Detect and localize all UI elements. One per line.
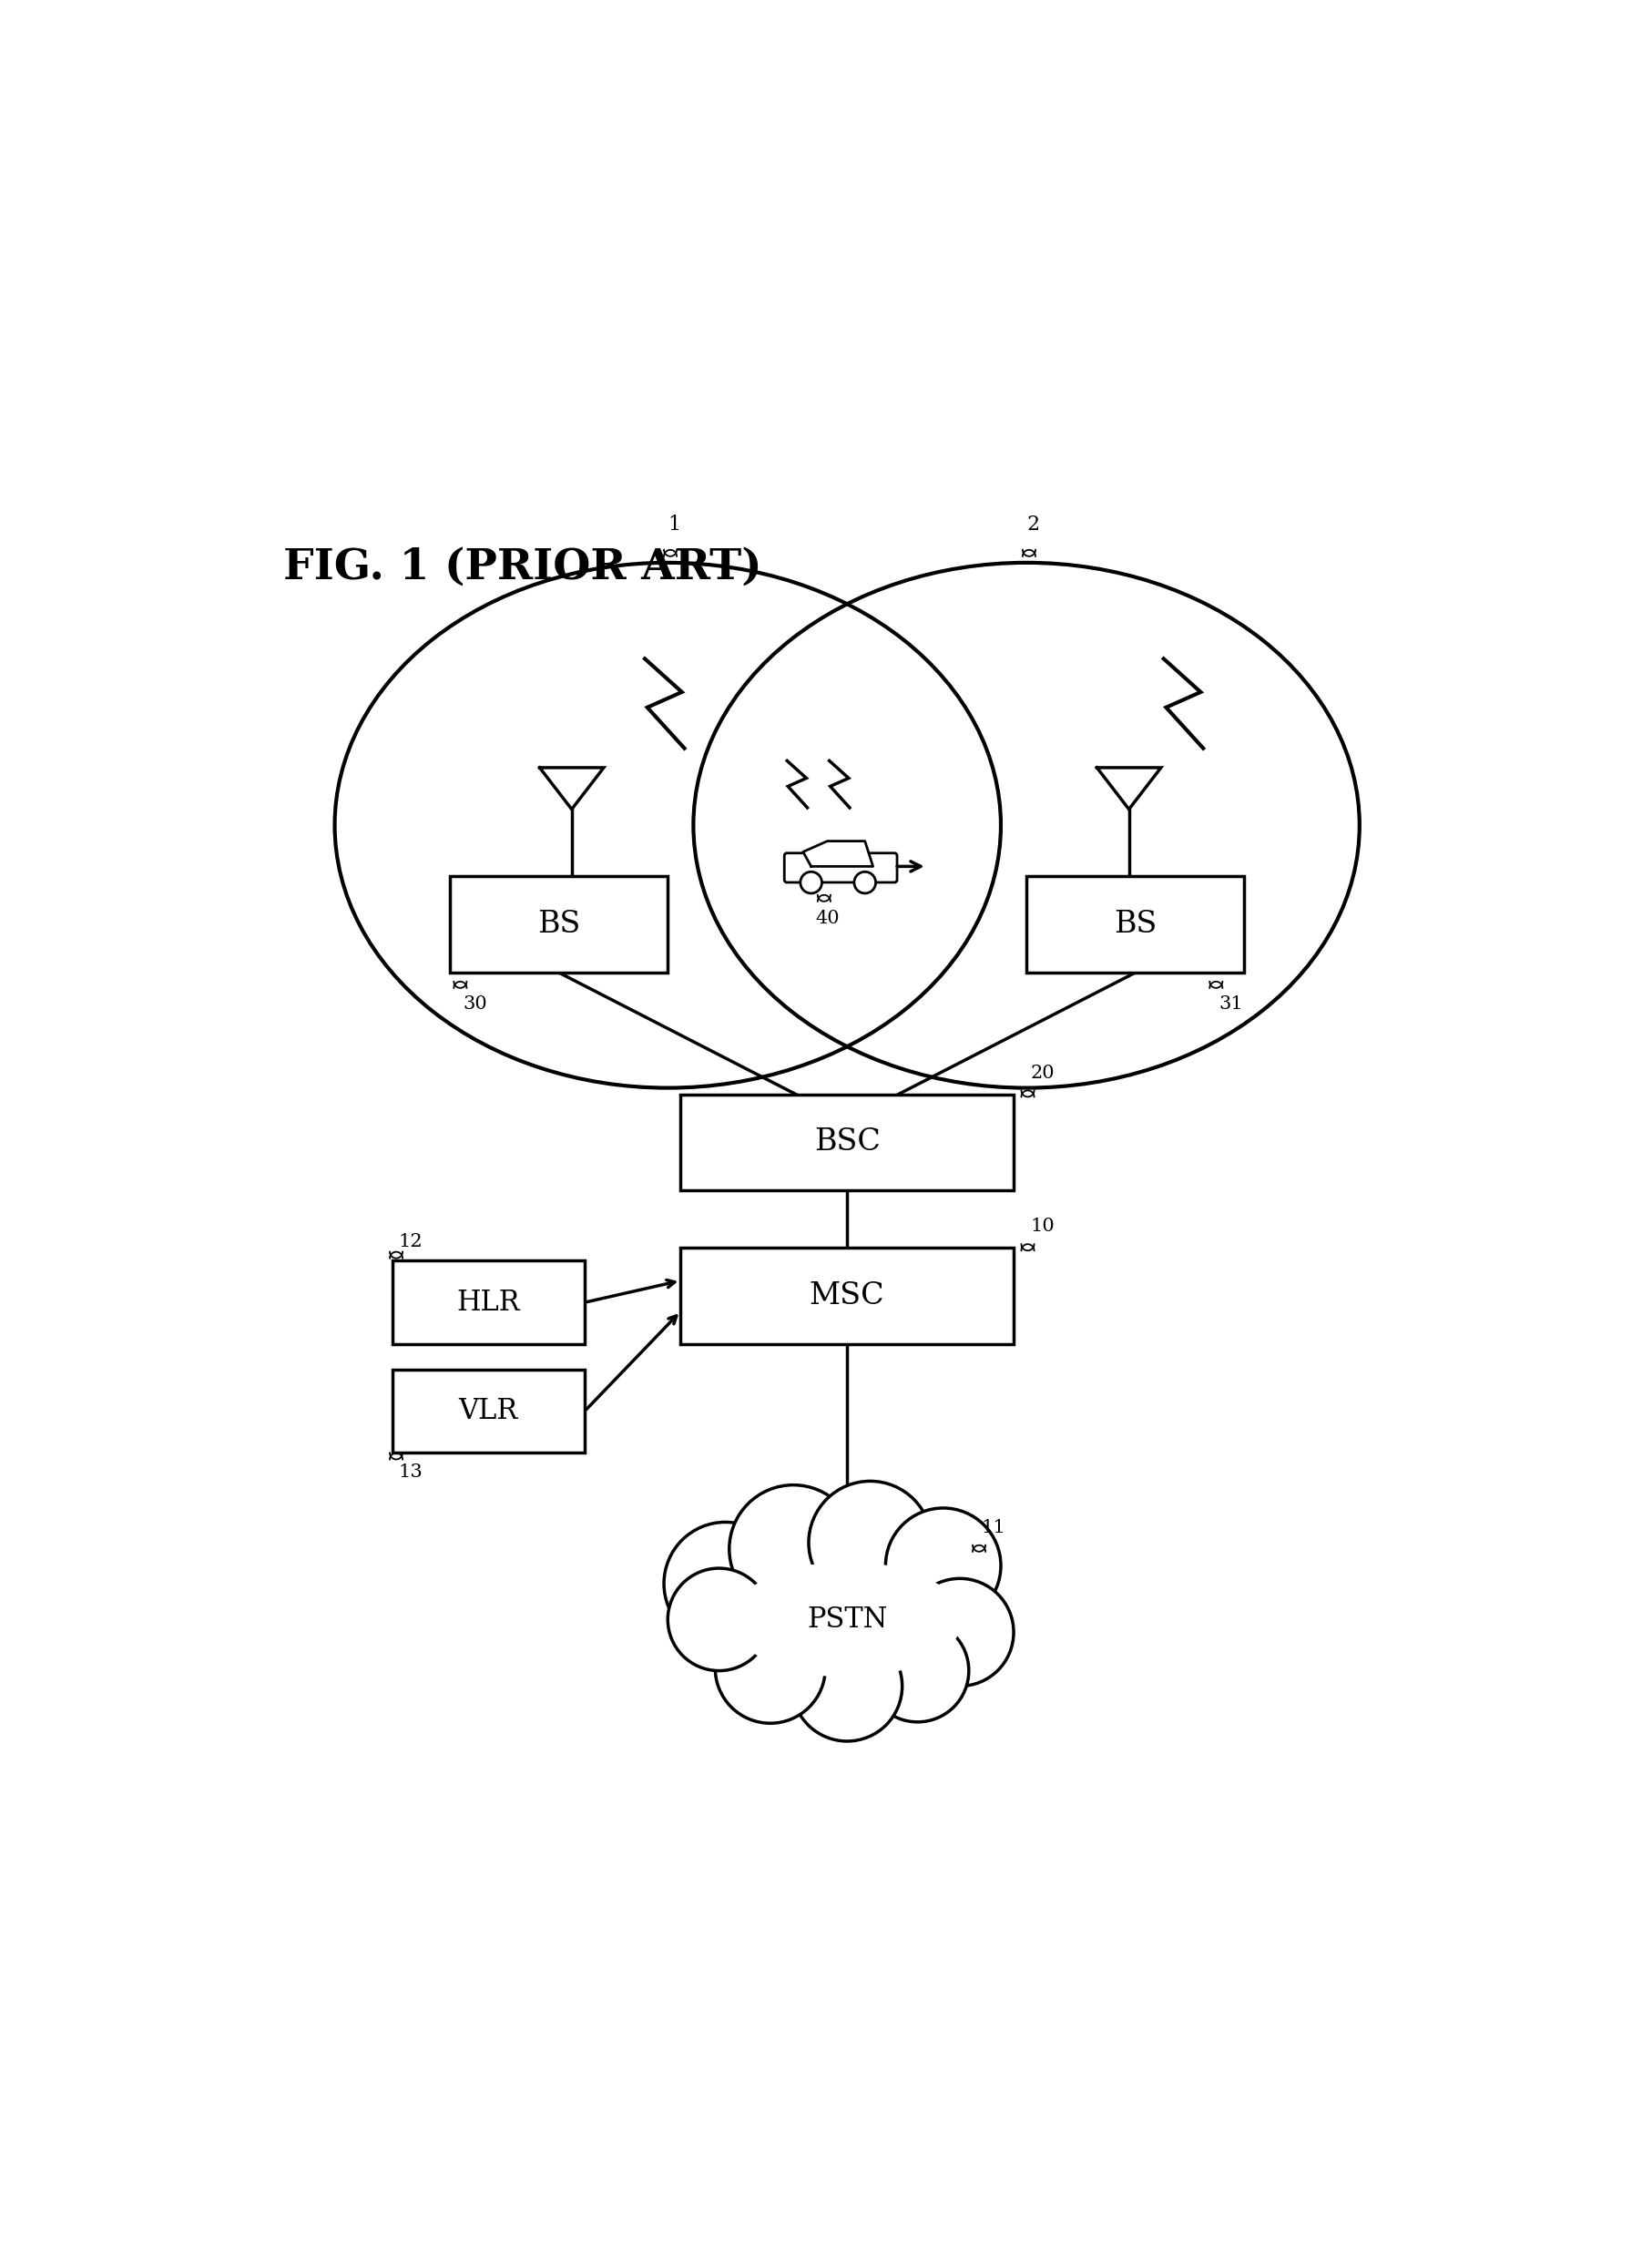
Text: 13: 13	[398, 1462, 423, 1480]
Text: 10: 10	[1029, 1218, 1054, 1236]
Text: 30: 30	[463, 996, 487, 1014]
Circle shape	[808, 1480, 932, 1604]
Ellipse shape	[334, 563, 999, 1088]
Circle shape	[854, 873, 876, 893]
Text: 2: 2	[1026, 514, 1039, 534]
Ellipse shape	[705, 1536, 988, 1702]
Circle shape	[729, 1485, 857, 1613]
Text: VLR: VLR	[459, 1397, 517, 1427]
Ellipse shape	[732, 1561, 961, 1678]
Text: PSTN: PSTN	[806, 1606, 887, 1633]
Polygon shape	[1097, 767, 1160, 810]
Circle shape	[667, 1568, 770, 1671]
Circle shape	[664, 1523, 786, 1644]
Circle shape	[885, 1507, 999, 1624]
Text: FIG. 1 (PRIOR ART): FIG. 1 (PRIOR ART)	[284, 545, 762, 588]
Bar	[392, 1370, 585, 1453]
Circle shape	[715, 1613, 824, 1723]
Text: HLR: HLR	[456, 1287, 520, 1317]
Text: 11: 11	[981, 1519, 1006, 1536]
Text: 40: 40	[816, 908, 839, 926]
Bar	[681, 1247, 1013, 1344]
Text: 12: 12	[398, 1234, 423, 1252]
Polygon shape	[803, 841, 872, 866]
Text: 20: 20	[1029, 1063, 1054, 1081]
Bar	[392, 1261, 585, 1344]
Text: BSC: BSC	[813, 1128, 881, 1157]
Bar	[449, 877, 667, 973]
Circle shape	[905, 1579, 1013, 1687]
Text: 31: 31	[1218, 996, 1242, 1014]
Polygon shape	[539, 767, 603, 810]
Text: MSC: MSC	[809, 1281, 884, 1310]
Text: BS: BS	[537, 911, 580, 940]
Circle shape	[866, 1619, 968, 1723]
Circle shape	[800, 873, 821, 893]
Ellipse shape	[692, 563, 1358, 1088]
FancyBboxPatch shape	[785, 852, 897, 881]
Bar	[1026, 877, 1244, 973]
Text: BS: BS	[1113, 911, 1156, 940]
Circle shape	[791, 1631, 902, 1741]
Text: 1: 1	[667, 514, 681, 534]
Bar	[681, 1095, 1013, 1191]
